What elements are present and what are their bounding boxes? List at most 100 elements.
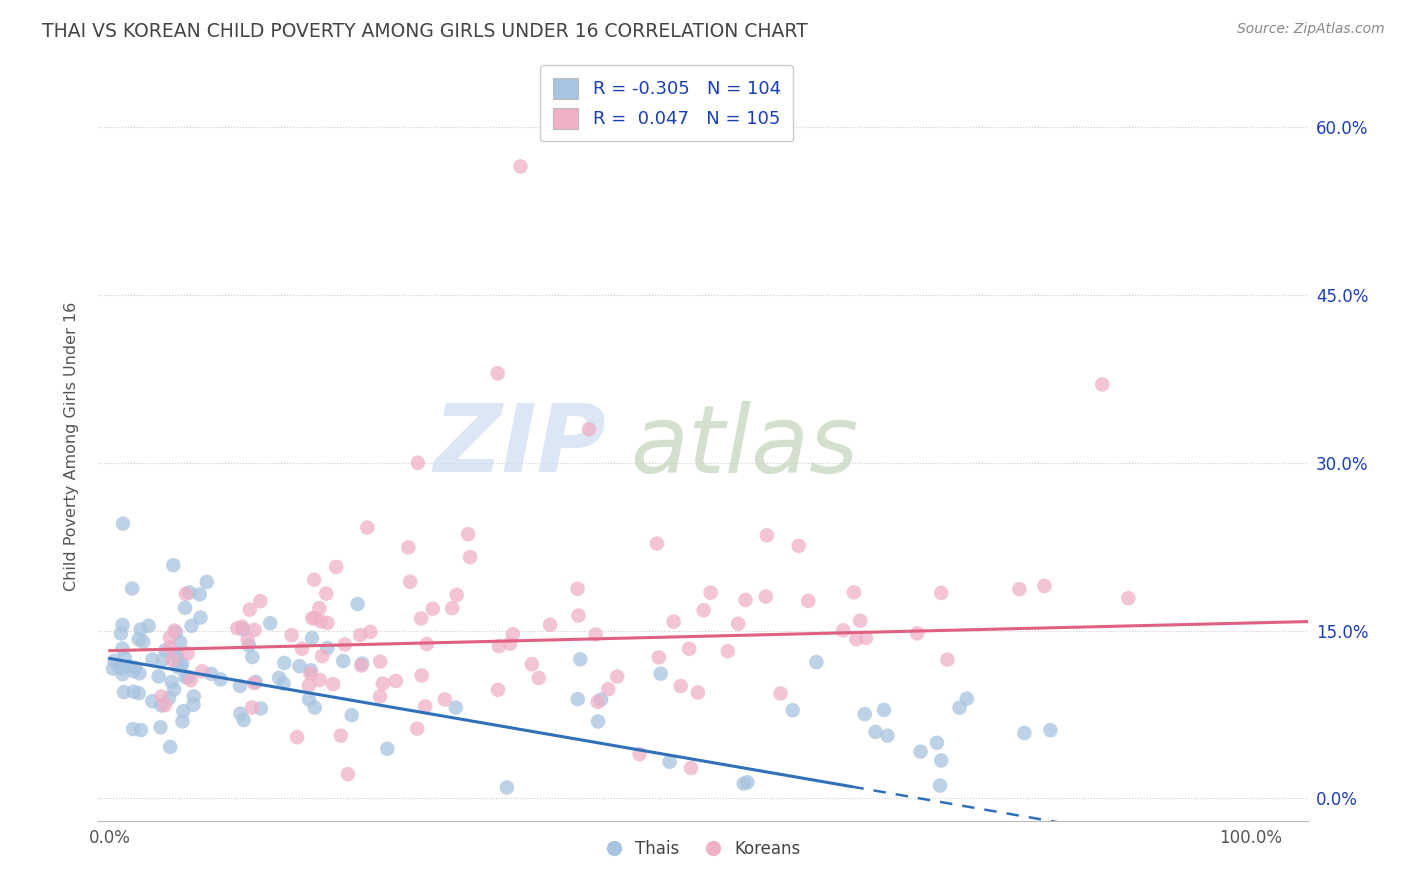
Point <box>128 686 150 700</box>
Point <box>316 640 339 655</box>
Point <box>172 704 194 718</box>
Point <box>948 700 970 714</box>
Point <box>285 730 308 744</box>
Point <box>180 673 202 688</box>
Point <box>368 690 391 704</box>
Point <box>375 741 398 756</box>
Point <box>129 723 152 738</box>
Point <box>299 663 322 677</box>
Point <box>755 528 778 542</box>
Point <box>232 713 254 727</box>
Point <box>1091 377 1114 392</box>
Point <box>148 669 170 683</box>
Point <box>910 745 932 759</box>
Point <box>488 639 510 653</box>
Point <box>496 780 519 795</box>
Point <box>239 602 262 616</box>
Point <box>209 673 232 687</box>
Point <box>159 631 181 645</box>
Point <box>315 586 337 600</box>
Point <box>111 516 134 531</box>
Point <box>733 776 755 790</box>
Point <box>578 422 600 436</box>
Point <box>336 767 359 781</box>
Point <box>727 616 749 631</box>
Point <box>409 611 432 625</box>
Point <box>112 685 135 699</box>
Point <box>855 631 877 645</box>
Point <box>538 617 561 632</box>
Point <box>509 160 531 174</box>
Point <box>384 673 406 688</box>
Point <box>1008 582 1031 597</box>
Point <box>876 729 898 743</box>
Point <box>188 587 211 601</box>
Point <box>172 714 194 729</box>
Point <box>769 686 792 700</box>
Point <box>865 724 887 739</box>
Point <box>111 667 134 681</box>
Point <box>598 682 620 697</box>
Point <box>352 657 374 671</box>
Point <box>111 618 134 632</box>
Point <box>567 692 589 706</box>
Point <box>359 624 381 639</box>
Point <box>929 586 952 600</box>
Point <box>249 594 271 608</box>
Point <box>606 669 628 683</box>
Point <box>174 587 197 601</box>
Point <box>853 707 876 722</box>
Point <box>322 677 344 691</box>
Point <box>128 632 150 647</box>
Point <box>150 698 173 713</box>
Point <box>138 619 160 633</box>
Point <box>589 692 612 706</box>
Point <box>755 590 778 604</box>
Point <box>309 615 332 629</box>
Point <box>174 600 197 615</box>
Point <box>149 720 172 734</box>
Point <box>925 736 948 750</box>
Point <box>180 619 202 633</box>
Point <box>280 628 302 642</box>
Point <box>905 626 928 640</box>
Point <box>200 666 222 681</box>
Point <box>929 754 952 768</box>
Point <box>457 527 479 541</box>
Point <box>103 654 125 668</box>
Legend: Thais, Koreans: Thais, Koreans <box>599 833 807 864</box>
Point <box>1039 723 1062 738</box>
Point <box>121 582 143 596</box>
Point <box>128 666 150 681</box>
Point <box>183 698 205 712</box>
Point <box>232 622 254 636</box>
Point <box>302 573 325 587</box>
Point <box>873 703 896 717</box>
Point <box>110 661 132 675</box>
Point <box>308 601 330 615</box>
Point <box>179 585 201 599</box>
Point <box>122 722 145 736</box>
Text: atlas: atlas <box>630 401 859 491</box>
Point <box>416 637 439 651</box>
Text: Source: ZipAtlas.com: Source: ZipAtlas.com <box>1237 22 1385 37</box>
Point <box>422 602 444 616</box>
Point <box>101 662 124 676</box>
Point <box>346 597 368 611</box>
Point <box>108 660 131 674</box>
Point <box>163 624 186 638</box>
Point <box>311 649 333 664</box>
Point <box>569 652 592 666</box>
Point <box>110 626 132 640</box>
Point <box>368 655 391 669</box>
Point <box>111 641 134 656</box>
Point <box>240 650 263 665</box>
Point <box>129 623 152 637</box>
Point <box>797 594 820 608</box>
Point <box>191 665 214 679</box>
Point <box>699 585 721 599</box>
Point <box>669 679 692 693</box>
Text: ZIP: ZIP <box>433 400 606 492</box>
Text: THAI VS KOREAN CHILD POVERTY AMONG GIRLS UNDER 16 CORRELATION CHART: THAI VS KOREAN CHILD POVERTY AMONG GIRLS… <box>42 22 808 41</box>
Point <box>243 623 266 637</box>
